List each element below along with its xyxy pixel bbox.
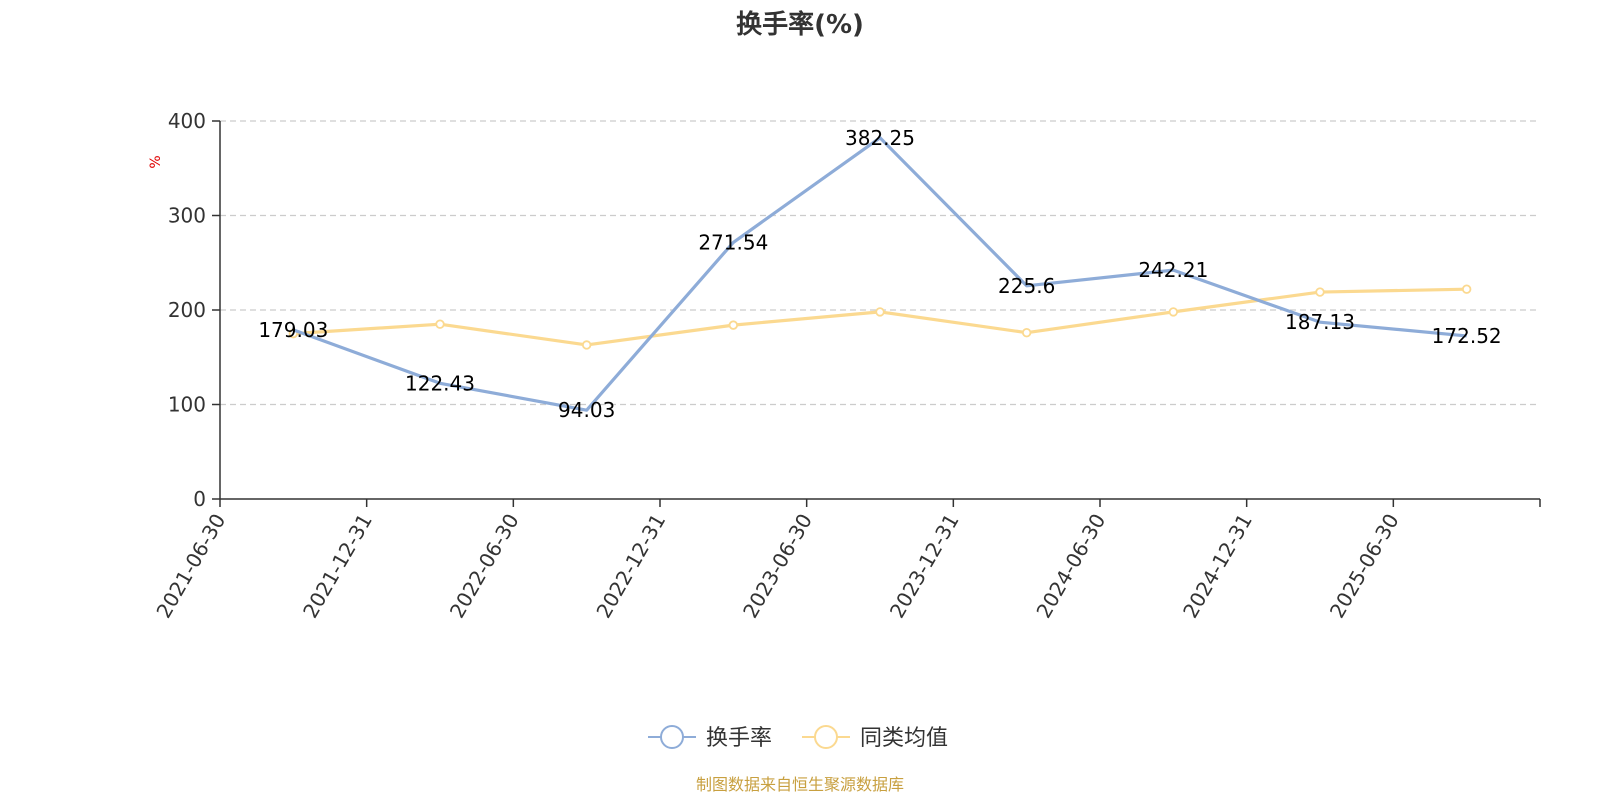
data-label: 225.6 (998, 274, 1055, 298)
x-tick-label: 2022-06-30 (445, 510, 524, 623)
x-tick-label: 2021-06-30 (151, 510, 230, 623)
data-point (728, 320, 739, 330)
data-point (1315, 287, 1325, 297)
data-label: 122.43 (405, 371, 475, 395)
legend-label: 同类均值 (860, 726, 948, 751)
x-tick-label: 2023-06-30 (738, 510, 817, 623)
legend-label: 换手率 (706, 726, 772, 751)
y-tick-label: 0 (193, 487, 206, 511)
data-point (581, 340, 592, 350)
data-point (875, 307, 885, 317)
legend[interactable]: 换手率 同类均值 (648, 725, 948, 751)
y-tick-label: 200 (168, 298, 206, 322)
data-label: 271.54 (698, 230, 768, 254)
x-tick-label: 2025-06-30 (1325, 510, 1404, 623)
y-tick-label: 400 (168, 109, 206, 133)
y-tick-label: 100 (168, 393, 206, 417)
y-tick-label: 300 (168, 204, 206, 228)
legend-marker (814, 725, 838, 749)
series-line (292, 136, 1467, 412)
x-tick-label: 2024-06-30 (1031, 510, 1110, 623)
x-tick-label: 2022-12-31 (591, 510, 670, 623)
data-label: 179.03 (258, 318, 328, 342)
data-source-note: 制图数据来自恒生聚源数据库 (696, 775, 904, 794)
data-label: 172.52 (1432, 324, 1502, 348)
chart-title: 换手率(%) (736, 9, 864, 40)
data-point (1168, 307, 1179, 317)
legend-marker (660, 725, 684, 749)
legend-item[interactable]: 换手率 (648, 725, 772, 751)
data-point (435, 319, 445, 329)
legend-item[interactable]: 同类均值 (802, 725, 948, 751)
axes: 0 100 200 300 400 2021-06-30 2021-12-31 2022-06… (151, 109, 1541, 623)
data-label: 94.03 (558, 398, 615, 422)
x-tick-label: 2023-12-31 (885, 510, 964, 623)
x-tick-label: 2024-12-31 (1178, 510, 1257, 623)
x-tick-label: 2021-12-31 (298, 510, 377, 623)
grid-lines (220, 120, 1540, 406)
data-label: 242.21 (1138, 258, 1208, 282)
data-point (1461, 284, 1472, 294)
data-labels: 179.03 122.43 94.03 271.54 382.25 225.6 242.21… (258, 126, 1501, 422)
data-label: 187.13 (1285, 310, 1355, 334)
series-lines (288, 136, 1472, 412)
data-point (1021, 327, 1032, 338)
y-axis-unit-label: % (148, 155, 164, 168)
data-label: 382.25 (845, 126, 915, 150)
